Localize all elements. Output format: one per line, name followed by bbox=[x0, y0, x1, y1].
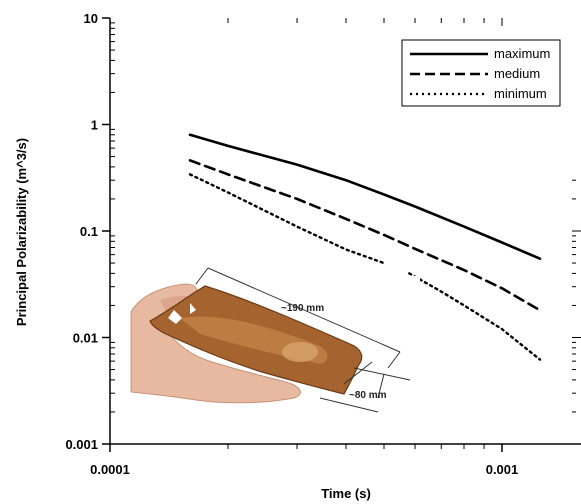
y-axis-title: Principal Polarizability (m^3/s) bbox=[14, 138, 29, 326]
metal-notch-2 bbox=[190, 303, 196, 314]
legend-label-maximum: maximum bbox=[494, 46, 550, 61]
x-tick-label: 0.0001 bbox=[90, 462, 130, 477]
length-label: ~190 mm bbox=[281, 303, 324, 314]
y-tick-label: 1 bbox=[91, 118, 98, 133]
inset-photo: ~190 mm ~80 mm bbox=[130, 267, 420, 413]
hand-illustration bbox=[130, 283, 301, 404]
x-axis-title: Time (s) bbox=[321, 486, 371, 501]
legend-label-medium: medium bbox=[494, 66, 540, 81]
series-layer bbox=[188, 133, 542, 361]
series-line-minimum bbox=[188, 173, 542, 361]
y-tick-label: 0.01 bbox=[73, 331, 98, 346]
series-line-maximum bbox=[188, 133, 542, 260]
metal-spot bbox=[282, 342, 318, 362]
x-tick-label: 0.001 bbox=[486, 462, 519, 477]
right-axis-ticks bbox=[572, 179, 581, 445]
x-ticks: 0.0001 0.001 bbox=[90, 444, 518, 477]
metal-notch bbox=[168, 310, 182, 324]
dimension-lines bbox=[195, 267, 411, 413]
series-line-medium bbox=[188, 159, 542, 312]
y-tick-label: 0.001 bbox=[65, 437, 98, 452]
legend: maximum medium minimum bbox=[401, 39, 561, 107]
y-tick-label: 10 bbox=[84, 11, 98, 26]
y-tick-label: 0.1 bbox=[80, 224, 98, 239]
width-label: ~80 mm bbox=[349, 390, 387, 401]
y-ticks: 10 1 0.1 0.01 0.001 bbox=[65, 11, 115, 452]
top-axis-ticks bbox=[109, 18, 503, 26]
legend-label-minimum: minimum bbox=[494, 86, 547, 101]
